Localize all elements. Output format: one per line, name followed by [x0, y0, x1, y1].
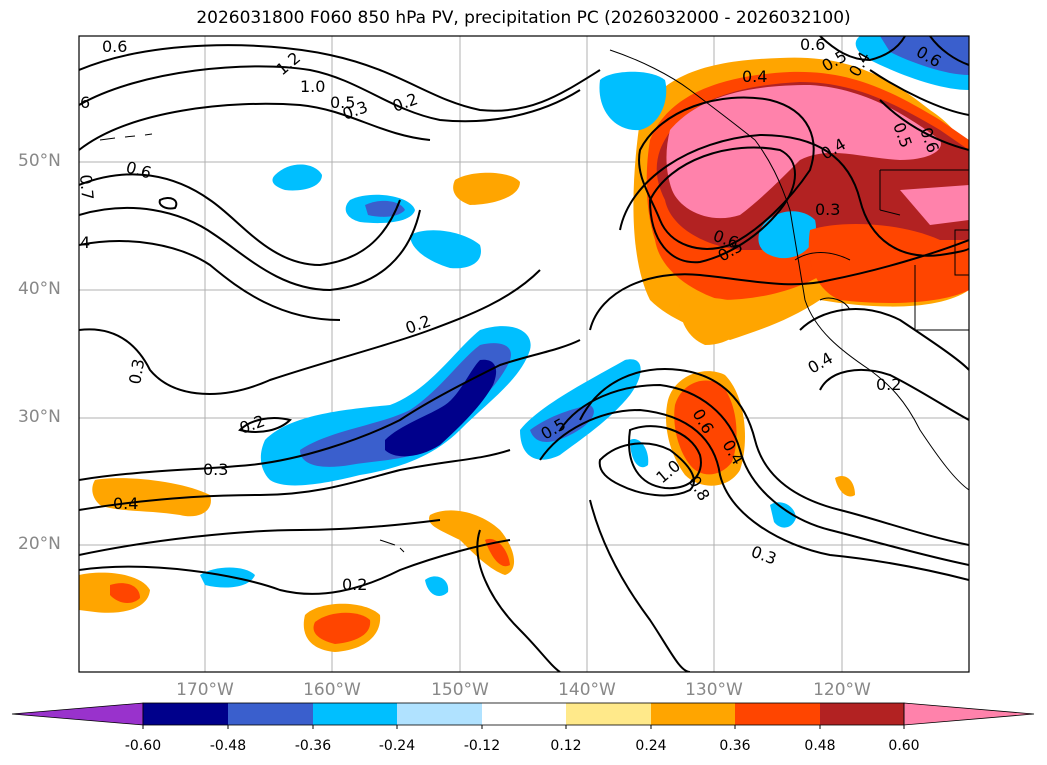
- contour-label: 4: [80, 233, 90, 252]
- contour-label: 0.2: [403, 311, 433, 338]
- colorbar-tick-label: -0.60: [124, 738, 162, 754]
- contour-label: 0.4: [742, 67, 767, 86]
- contour-label: 0.4: [113, 494, 138, 513]
- colorbar-tick-label: 0.12: [550, 738, 582, 754]
- contour-label: 0.5: [330, 93, 355, 112]
- colorbar-bin: [313, 703, 397, 725]
- colorbar-tick-label: 0.36: [719, 738, 751, 754]
- contour-label: 0.2: [342, 575, 367, 594]
- lon-label: 130°W: [685, 680, 743, 700]
- contour-label: 0.6: [102, 37, 127, 56]
- lat-label: 40°N: [18, 279, 61, 299]
- colorbar-under-arrow: [11, 702, 144, 726]
- contour-label: 0.2: [876, 375, 901, 394]
- lat-label: 50°N: [18, 151, 61, 171]
- colorbar-bin: [143, 703, 228, 725]
- contour-label: 0.3: [749, 542, 779, 569]
- contour-label: 0.6: [124, 158, 154, 183]
- colorbar-tick-label: -0.36: [294, 738, 332, 754]
- pv-contours: [79, 36, 969, 672]
- colorbar-bin: [482, 703, 566, 725]
- lon-label: 150°W: [431, 680, 489, 700]
- colorbar-tick-label: 0.60: [888, 738, 920, 754]
- contour-label: 0.2: [390, 89, 420, 116]
- lon-label: 140°W: [558, 680, 616, 700]
- contour-label: 0.6: [800, 35, 825, 54]
- colorbar-over-arrow: [903, 702, 1035, 726]
- lon-label: 160°W: [303, 680, 361, 700]
- colorbar-bin: [397, 703, 482, 725]
- lat-label: 30°N: [18, 407, 61, 427]
- colorbar-tick-label: 0.48: [804, 738, 836, 754]
- colorbar: [11, 702, 1035, 729]
- contour-label: 0.3: [125, 357, 148, 385]
- colorbar-tick-label: -0.48: [209, 738, 247, 754]
- colorbar-tick-label: 0.24: [635, 738, 667, 754]
- contour-label: 0.3: [815, 200, 840, 219]
- colorbar-bin: [566, 703, 651, 725]
- contour-label: 1.2: [272, 48, 304, 79]
- contour-label: 6: [80, 93, 90, 112]
- coastline: [99, 49, 969, 553]
- lon-label: 120°W: [813, 680, 871, 700]
- colorbar-bin: [735, 703, 820, 725]
- map-title: 2026031800 F060 850 hPa PV, precipitatio…: [196, 8, 851, 28]
- colorbar-bin: [228, 703, 313, 725]
- colorbar-tick-label: -0.24: [378, 738, 416, 754]
- contour-label: 0.7: [76, 174, 97, 201]
- precip-shading: [79, 36, 969, 652]
- map-frame: [78, 35, 970, 673]
- lat-label: 20°N: [18, 534, 61, 554]
- colorbar-tick-label: -0.12: [463, 738, 501, 754]
- colorbar-bin: [820, 703, 904, 725]
- colorbar-bin: [651, 703, 735, 725]
- contour-label: 0.4: [805, 348, 837, 377]
- lon-label: 170°W: [176, 680, 234, 700]
- contour-label: 0.2: [237, 411, 267, 438]
- contour-label: 0.3: [203, 460, 228, 479]
- contour-label: 1.0: [300, 77, 325, 96]
